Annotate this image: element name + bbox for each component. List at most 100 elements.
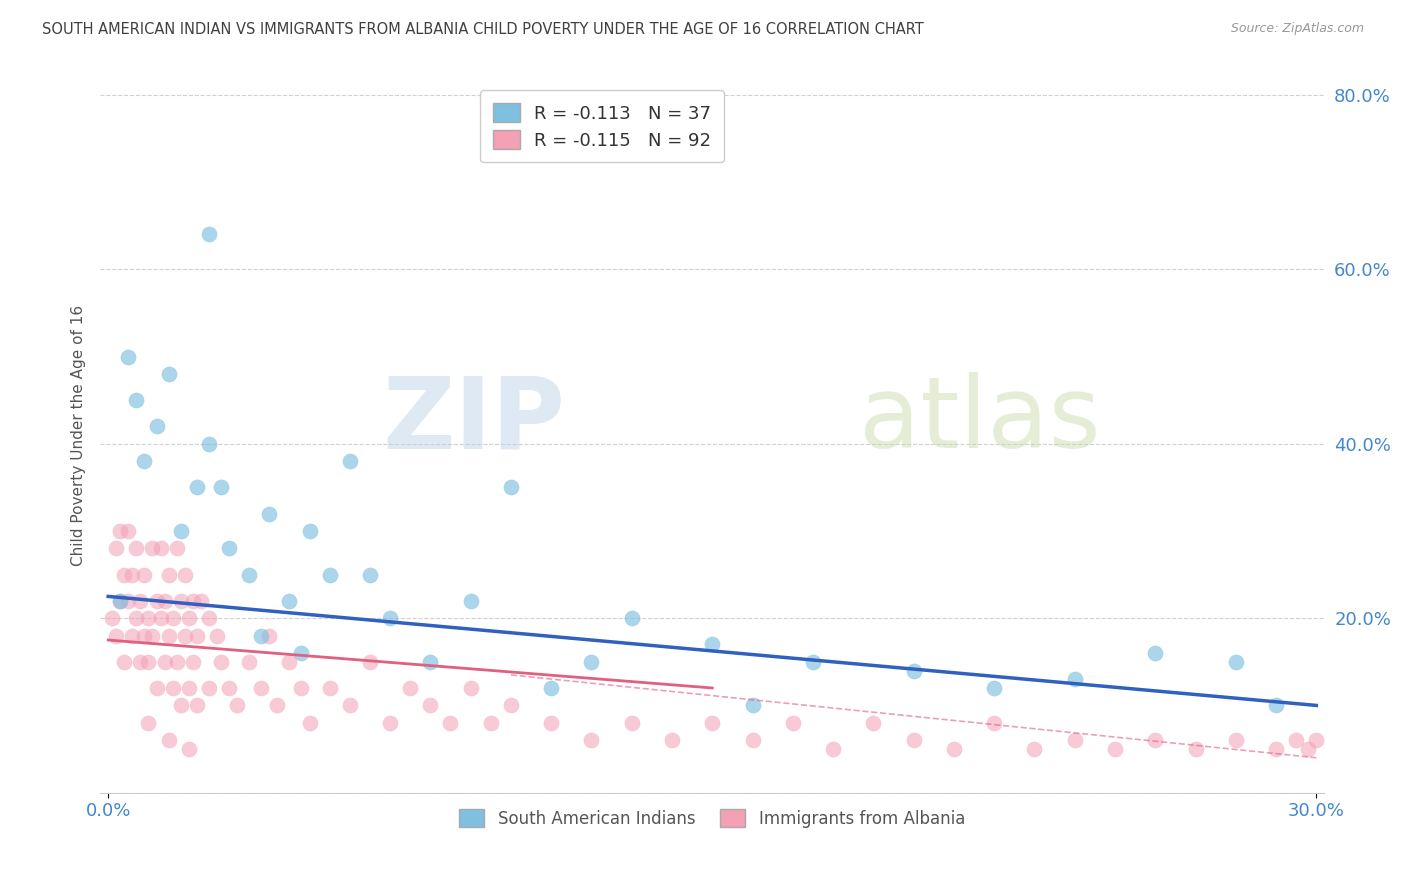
Point	[1225, 733, 1247, 747]
Point	[801, 655, 824, 669]
Point	[138, 655, 160, 669]
Point	[198, 227, 221, 242]
Point	[250, 681, 273, 695]
Point	[419, 655, 441, 669]
Point	[620, 715, 643, 730]
Legend: South American Indians, Immigrants from Albania: South American Indians, Immigrants from …	[453, 803, 972, 834]
Point	[149, 541, 172, 556]
Point	[134, 567, 156, 582]
Point	[177, 681, 200, 695]
Text: SOUTH AMERICAN INDIAN VS IMMIGRANTS FROM ALBANIA CHILD POVERTY UNDER THE AGE OF : SOUTH AMERICAN INDIAN VS IMMIGRANTS FROM…	[42, 22, 924, 37]
Point	[129, 655, 152, 669]
Point	[499, 480, 522, 494]
Point	[170, 698, 193, 713]
Point	[153, 594, 176, 608]
Point	[259, 629, 281, 643]
Point	[378, 611, 401, 625]
Point	[782, 715, 804, 730]
Point	[581, 655, 603, 669]
Point	[110, 594, 132, 608]
Point	[1225, 655, 1247, 669]
Point	[166, 655, 188, 669]
Point	[198, 436, 221, 450]
Point	[121, 629, 143, 643]
Point	[266, 698, 288, 713]
Point	[318, 567, 340, 582]
Point	[540, 715, 562, 730]
Point	[359, 655, 381, 669]
Point	[278, 594, 301, 608]
Point	[581, 733, 603, 747]
Point	[499, 698, 522, 713]
Point	[198, 611, 221, 625]
Point	[138, 611, 160, 625]
Point	[186, 480, 208, 494]
Text: Source: ZipAtlas.com: Source: ZipAtlas.com	[1230, 22, 1364, 36]
Point	[149, 611, 172, 625]
Point	[112, 655, 135, 669]
Point	[250, 629, 273, 643]
Point	[105, 541, 128, 556]
Point	[620, 611, 643, 625]
Point	[1265, 698, 1288, 713]
Point	[157, 733, 180, 747]
Point	[1144, 646, 1167, 660]
Point	[117, 594, 139, 608]
Point	[903, 664, 925, 678]
Point	[134, 629, 156, 643]
Point	[162, 611, 184, 625]
Point	[170, 594, 193, 608]
Point	[101, 611, 124, 625]
Point	[942, 742, 965, 756]
Point	[1104, 742, 1126, 756]
Point	[298, 524, 321, 538]
Point	[121, 567, 143, 582]
Point	[1144, 733, 1167, 747]
Point	[134, 454, 156, 468]
Point	[278, 655, 301, 669]
Point	[238, 655, 260, 669]
Point	[177, 742, 200, 756]
Point	[186, 698, 208, 713]
Point	[138, 715, 160, 730]
Point	[439, 715, 461, 730]
Point	[1305, 733, 1327, 747]
Point	[145, 419, 167, 434]
Point	[823, 742, 845, 756]
Point	[125, 541, 148, 556]
Point	[141, 629, 163, 643]
Point	[218, 541, 240, 556]
Point	[741, 733, 763, 747]
Point	[479, 715, 502, 730]
Point	[209, 655, 232, 669]
Point	[460, 594, 482, 608]
Point	[290, 646, 312, 660]
Point	[181, 655, 204, 669]
Point	[1063, 673, 1085, 687]
Point	[318, 681, 340, 695]
Point	[186, 629, 208, 643]
Point	[125, 611, 148, 625]
Point	[1298, 742, 1320, 756]
Point	[983, 681, 1005, 695]
Point	[205, 629, 228, 643]
Point	[238, 567, 260, 582]
Point	[190, 594, 212, 608]
Point	[105, 629, 128, 643]
Point	[157, 567, 180, 582]
Point	[460, 681, 482, 695]
Point	[145, 594, 167, 608]
Point	[117, 524, 139, 538]
Point	[173, 629, 195, 643]
Point	[110, 524, 132, 538]
Point	[339, 454, 361, 468]
Point	[125, 393, 148, 408]
Point	[129, 594, 152, 608]
Point	[162, 681, 184, 695]
Point	[1265, 742, 1288, 756]
Point	[173, 567, 195, 582]
Point	[1024, 742, 1046, 756]
Point	[177, 611, 200, 625]
Point	[141, 541, 163, 556]
Point	[339, 698, 361, 713]
